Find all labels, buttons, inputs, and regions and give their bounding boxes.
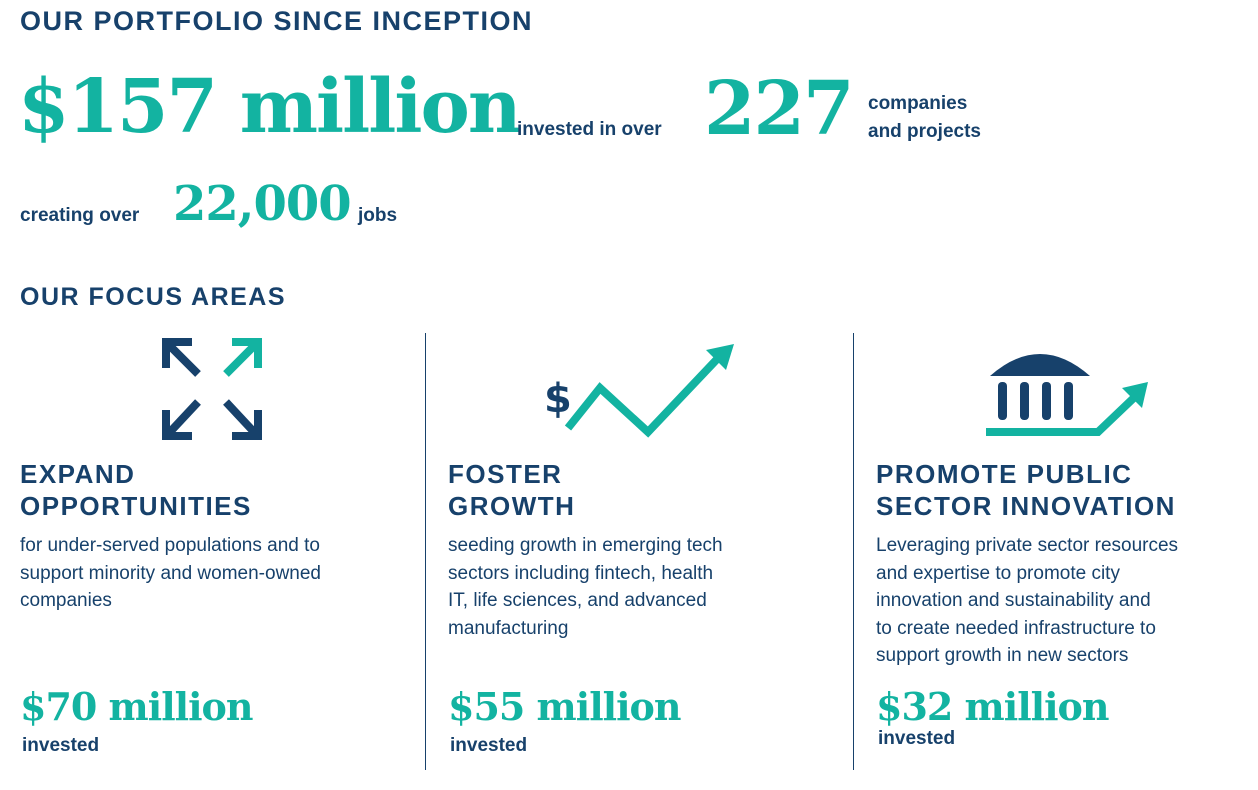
expand-arrows-icon	[162, 338, 262, 440]
description-line: support minority and women-owned	[20, 562, 321, 584]
description-line: sectors including fintech, health	[448, 562, 714, 584]
focus-area-expand: EXPAND OPPORTUNITIES for under-served po…	[20, 458, 321, 615]
creating-over-label: creating over	[20, 205, 140, 226]
focus-area-title-line1: PROMOTE PUBLIC	[876, 459, 1133, 489]
focus-area-promote: PROMOTE PUBLIC SECTOR INNOVATION Leverag…	[876, 458, 1178, 670]
focus-area-foster: FOSTER GROWTH seeding growth in emerging…	[448, 458, 723, 642]
focus-area-title-line2: OPPORTUNITIES	[20, 491, 252, 521]
companies-label-line1: companies	[868, 93, 968, 114]
focus-area-title-line2: GROWTH	[448, 491, 576, 521]
description-line: innovation and sustainability and	[876, 590, 1151, 611]
public-building-icon	[986, 354, 1148, 436]
focus-area-title-line1: EXPAND	[20, 459, 136, 489]
focus-area-amount: $55 million	[448, 684, 681, 729]
focus-area-description: seeding growth in emerging tech sectors …	[448, 532, 723, 642]
focus-area-title: FOSTER GROWTH	[448, 458, 723, 522]
column-divider	[425, 333, 426, 770]
companies-label-line2: and projects	[868, 121, 981, 142]
focus-areas-title: OUR FOCUS AREAS	[20, 283, 287, 311]
companies-label: companies and projects	[868, 90, 981, 146]
focus-area-amount: $70 million	[20, 684, 253, 729]
focus-area-title: PROMOTE PUBLIC SECTOR INNOVATION	[876, 458, 1178, 522]
portfolio-title: OUR PORTFOLIO SINCE INCEPTION	[20, 6, 534, 36]
description-line: companies	[20, 590, 112, 611]
company-count: 227	[704, 66, 854, 152]
jobs-label: jobs	[358, 205, 398, 226]
jobs-count: 22,000	[173, 176, 352, 232]
growth-chart-icon: $	[544, 344, 734, 438]
focus-area-title: EXPAND OPPORTUNITIES	[20, 458, 321, 522]
focus-area-title-line2: SECTOR INNOVATION	[876, 491, 1176, 521]
focus-area-invested-label: invested	[450, 735, 528, 756]
column-divider	[853, 333, 854, 770]
focus-area-description: Leveraging private sector resources and …	[876, 532, 1178, 670]
dollar-sign-icon: $	[544, 376, 572, 422]
total-invested-amount: $157 million	[18, 64, 522, 150]
focus-area-invested-label: invested	[22, 735, 100, 756]
description-line: IT, life sciences, and advanced	[448, 590, 707, 611]
description-line: seeding growth in emerging tech	[448, 535, 723, 556]
invested-in-over-label: invested in over	[517, 119, 662, 140]
description-line: support growth in new sectors	[876, 645, 1129, 666]
description-line: to create needed infrastructure to	[876, 617, 1156, 639]
focus-area-description: for under-served populations and to supp…	[20, 532, 321, 615]
description-line: manufacturing	[448, 617, 569, 639]
description-line: and expertise to promote city	[876, 562, 1120, 584]
focus-area-amount: $32 million	[876, 684, 1109, 729]
focus-area-invested-label: invested	[878, 728, 956, 749]
description-line: for under-served populations and to	[20, 535, 320, 556]
description-line: Leveraging private sector resources	[876, 535, 1179, 556]
focus-area-title-line1: FOSTER	[448, 459, 563, 489]
